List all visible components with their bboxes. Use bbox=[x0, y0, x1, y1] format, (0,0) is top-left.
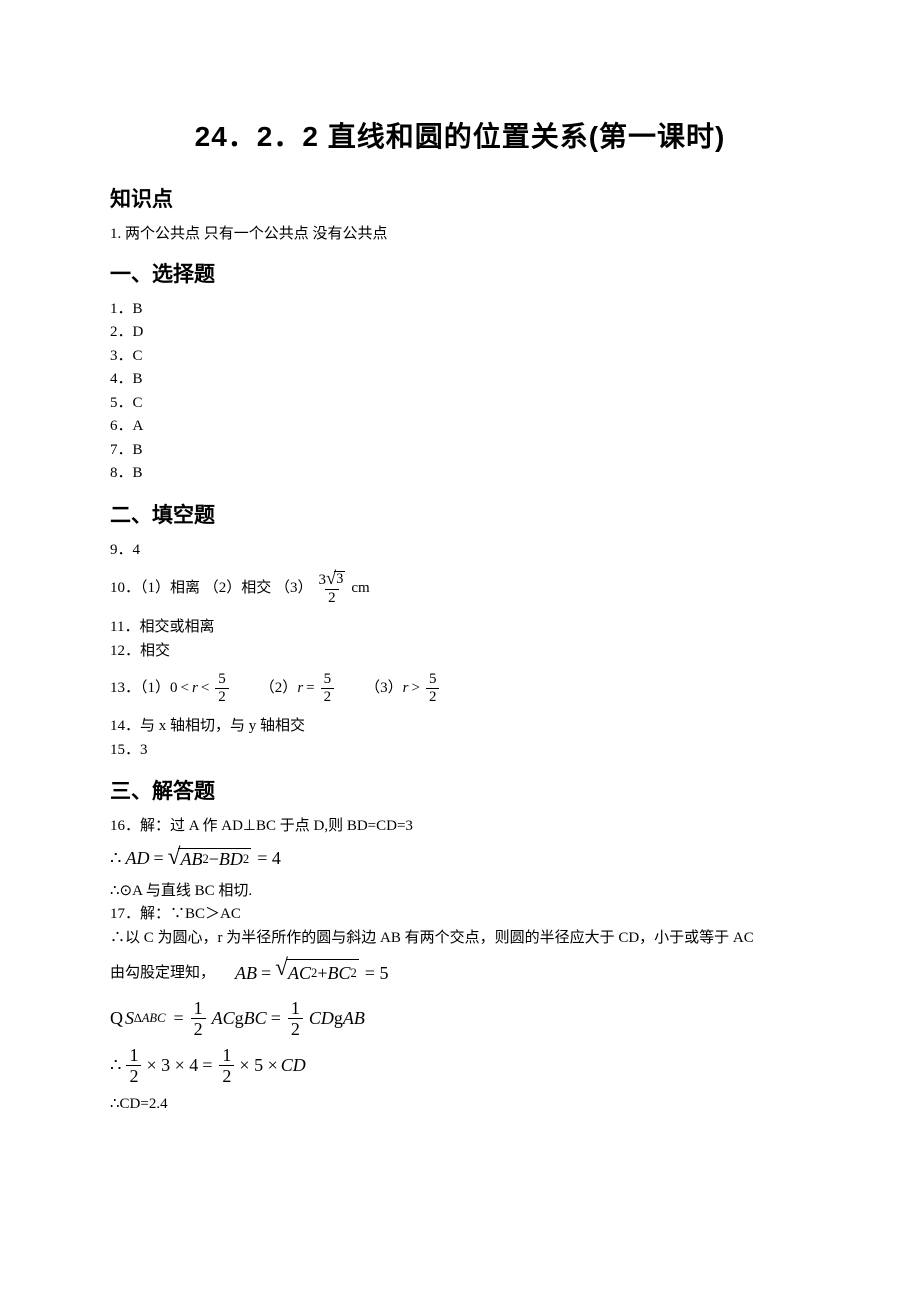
half-fraction: 1 2 bbox=[288, 999, 303, 1038]
q10-suffix: cm bbox=[351, 577, 369, 600]
q17-ac: AC bbox=[212, 1008, 235, 1029]
q13-frac3: 5 2 bbox=[426, 672, 440, 705]
q15: 15．3 bbox=[110, 739, 810, 762]
q13-frac1: 5 2 bbox=[215, 672, 229, 705]
q17-g1: g bbox=[235, 1008, 244, 1029]
section-knowledge: 知识点 bbox=[110, 183, 810, 213]
q13-a: 13．（1） bbox=[110, 677, 170, 700]
q17-l1: 17．解：∵BC＞AC bbox=[110, 903, 810, 926]
q13-gt: > bbox=[411, 677, 419, 700]
q13-lt2: < bbox=[201, 677, 209, 700]
q10-den: 2 bbox=[325, 589, 339, 606]
q17-l2: ∴以 C 为圆心，r 为半径所作的圆与斜边 AB 有两个交点，则圆的半径应大于 … bbox=[110, 927, 810, 950]
q17-5x: × 5 × bbox=[239, 1055, 277, 1076]
q16-eq: ∴ AD = √ AB2 − BD2 = 4 bbox=[110, 848, 810, 870]
section-solve: 三、解答题 bbox=[110, 775, 810, 805]
q17-sub: ∆ABC bbox=[134, 1011, 166, 1026]
q17-AB: AB bbox=[235, 960, 257, 987]
q10-num: 3√3 bbox=[316, 571, 349, 589]
sqrt-icon: √ AC2 + BC2 bbox=[275, 959, 359, 987]
q17-last: ∴CD=2.4 bbox=[110, 1093, 810, 1116]
q17-cd2: CD bbox=[281, 1055, 306, 1076]
q17-eq2: ∴ 1 2 × 3 × 4 = 1 2 × 5 × CD bbox=[110, 1046, 810, 1085]
q10-prefix: 10．（1）相离 （2）相交 （3） bbox=[110, 577, 313, 600]
q17-S: S bbox=[125, 1008, 134, 1029]
q13-c: （3） bbox=[365, 677, 403, 700]
q13-b: （2） bbox=[260, 677, 298, 700]
q17-g2: g bbox=[334, 1008, 343, 1029]
choice-2: 2．D bbox=[110, 321, 810, 344]
choice-1: 1．B bbox=[110, 298, 810, 321]
half-fraction: 1 2 bbox=[126, 1046, 141, 1085]
choice-6: 6．A bbox=[110, 415, 810, 438]
knowledge-line: 1. 两个公共点 只有一个公共点 没有公共点 bbox=[110, 223, 810, 246]
half-fraction: 1 2 bbox=[219, 1046, 234, 1085]
q16-val: = 4 bbox=[257, 848, 281, 869]
half-fraction: 1 2 bbox=[191, 999, 206, 1038]
choice-5: 5．C bbox=[110, 392, 810, 415]
choice-8: 8．B bbox=[110, 462, 810, 485]
q14: 14．与 x 轴相切，与 y 轴相交 bbox=[110, 715, 810, 738]
therefore-icon: ∴ bbox=[110, 848, 121, 869]
q17-3x4: × 3 × 4 bbox=[146, 1055, 198, 1076]
page: 24．2．2 直线和圆的位置关系(第一课时) 知识点 1. 两个公共点 只有一个… bbox=[0, 0, 920, 1302]
q10: 10．（1）相离 （2）相交 （3） 3√3 2 cm bbox=[110, 571, 810, 606]
q9: 9．4 bbox=[110, 539, 810, 562]
q17-eq1: Q S ∆ABC = 1 2 AC g BC = 1 2 CD g AB bbox=[110, 999, 810, 1038]
q13: 13．（1） 0 < r < 5 2 （2） r = 5 2 （3） r > 5… bbox=[110, 672, 810, 705]
q16-l1: 16．解：过 A 作 AD⊥BC 于点 D,则 BD=CD=3 bbox=[110, 815, 810, 838]
q17-Q: Q bbox=[110, 1008, 123, 1029]
q17-l3: 由勾股定理知， AB = √ AC2 + BC2 = 5 bbox=[110, 959, 810, 987]
q17-cd: CD bbox=[309, 1008, 334, 1029]
q17-ab2: AB bbox=[343, 1008, 365, 1029]
q13-eq: = bbox=[306, 677, 314, 700]
q17-l3-val: = 5 bbox=[365, 960, 389, 987]
therefore-icon: ∴ bbox=[110, 1055, 121, 1076]
q12: 12．相交 bbox=[110, 640, 810, 663]
choice-4: 4．B bbox=[110, 368, 810, 391]
q17-bc: BC bbox=[244, 1008, 267, 1029]
q11: 11．相交或相离 bbox=[110, 616, 810, 639]
choice-7: 7．B bbox=[110, 439, 810, 462]
choice-3: 3．C bbox=[110, 345, 810, 368]
q16-AD: AD bbox=[125, 848, 149, 869]
q13-r3: r bbox=[403, 677, 409, 700]
sqrt-icon: √ AB2 − BD2 bbox=[168, 848, 252, 870]
q13-zero: 0 bbox=[170, 677, 178, 700]
q13-r1: r bbox=[192, 677, 198, 700]
q13-lt1: < bbox=[181, 677, 189, 700]
section-fill: 二、填空题 bbox=[110, 499, 810, 529]
section-choice: 一、选择题 bbox=[110, 258, 810, 288]
page-title: 24．2．2 直线和圆的位置关系(第一课时) bbox=[110, 115, 810, 155]
q16-l3: ∴⊙A 与直线 BC 相切. bbox=[110, 880, 810, 903]
q17-l3a: 由勾股定理知， bbox=[110, 962, 215, 985]
q13-frac2: 5 2 bbox=[321, 672, 335, 705]
q10-fraction: 3√3 2 bbox=[316, 571, 349, 606]
q13-r2: r bbox=[297, 677, 303, 700]
q17-eq-block: Q S ∆ABC = 1 2 AC g BC = 1 2 CD g AB ∴ 1 bbox=[110, 999, 810, 1085]
